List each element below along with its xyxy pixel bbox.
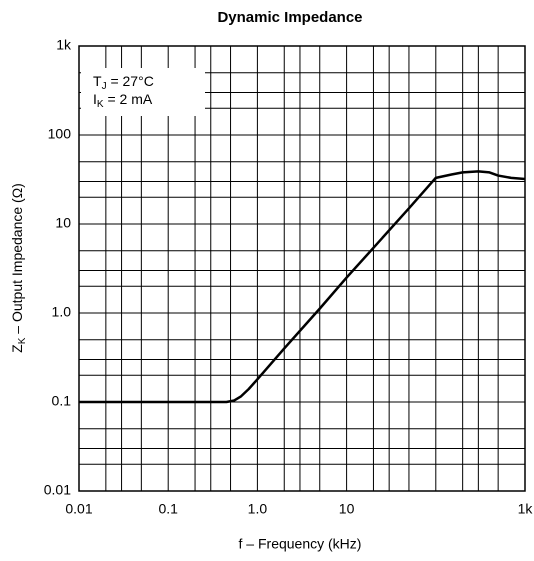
y-axis-label: ZK – Output Impedance (Ω) — [9, 183, 28, 353]
x-tick-label: 0.1 — [158, 501, 178, 517]
annotation-sub: K — [97, 99, 104, 110]
annotation-box — [81, 68, 205, 116]
data-line — [79, 170, 526, 404]
y-tick-label: 10 — [55, 215, 71, 231]
x-tick-label: 1k — [518, 501, 534, 517]
annotation-main: I — [93, 91, 97, 107]
annotation: IK = 2 mA — [93, 91, 153, 110]
annotation-main: T — [93, 73, 102, 89]
x-tick-label: 10 — [339, 501, 355, 517]
annotation-rest: = 27°C — [107, 73, 154, 89]
x-tick-label: 1.0 — [248, 501, 268, 517]
plot-frame — [78, 45, 526, 492]
x-tick-label: 0.01 — [65, 501, 92, 517]
annotation: TJ = 27°C — [93, 73, 154, 92]
x-axis-label: f – Frequency (kHz) — [239, 536, 362, 552]
chart-title: Dynamic Impedance — [217, 9, 362, 26]
y-tick-label: 1k — [56, 37, 72, 53]
y-label-sub: K — [17, 337, 28, 344]
y-label-rest: – Output Impedance (Ω) — [9, 183, 25, 337]
y-label-main: Z — [9, 344, 25, 353]
y-tick-label: 0.1 — [52, 393, 72, 409]
y-tick-label: 0.01 — [44, 482, 71, 498]
y-tick-label: 100 — [48, 126, 72, 142]
annotation-sub: J — [102, 81, 107, 92]
plot-area: TJ = 27°CIK = 2 mA — [78, 45, 526, 492]
y-tick-label: 1.0 — [52, 304, 72, 320]
annotation-rest: = 2 mA — [104, 91, 153, 107]
